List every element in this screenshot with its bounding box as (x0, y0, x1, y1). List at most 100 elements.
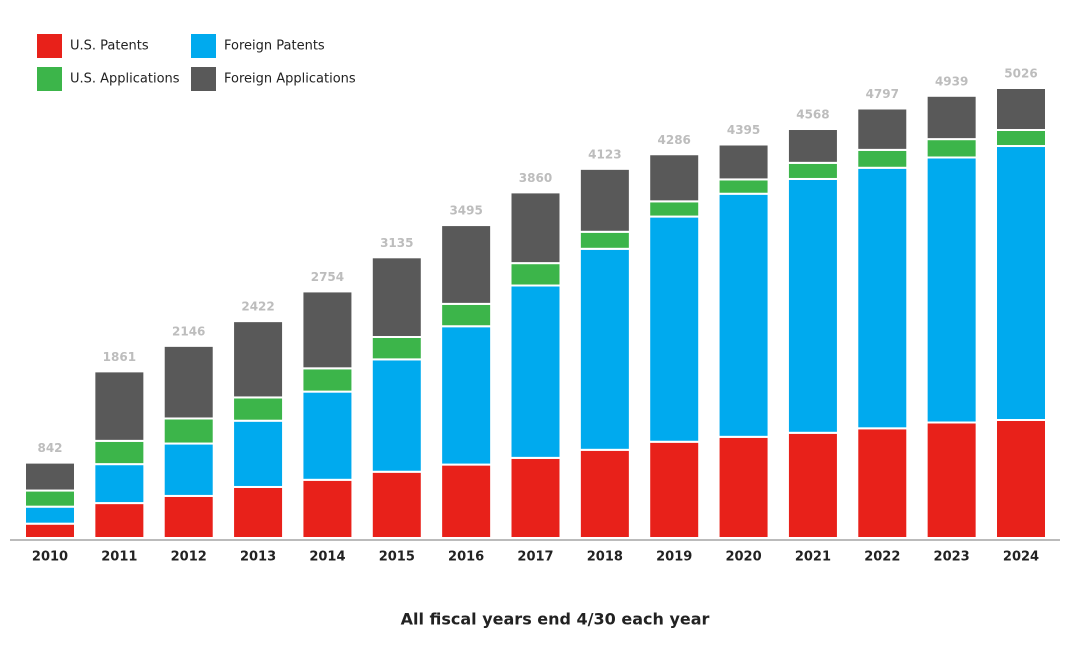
bar-segment (925, 138, 978, 159)
bar-segment (786, 177, 839, 434)
bar-segment (24, 489, 76, 508)
total-label: 4286 (658, 133, 691, 147)
bar-segment (786, 431, 839, 539)
total-label: 842 (37, 441, 62, 455)
bar-segment (648, 153, 701, 203)
bar-segment (93, 463, 146, 505)
bar-segment (162, 344, 215, 420)
x-tick-label: 2023 (934, 550, 970, 565)
x-tick-label: 2011 (101, 550, 137, 565)
bar-segment (24, 461, 76, 492)
x-tick-label: 2018 (587, 550, 623, 565)
bar-segment (24, 522, 76, 540)
bar-segment (301, 478, 354, 539)
bar-segment (509, 456, 562, 540)
legend-swatch (191, 34, 216, 58)
bar-segment (717, 143, 770, 181)
bar-segment (509, 284, 562, 459)
bar-segment (232, 320, 285, 399)
bar-segment (440, 325, 493, 466)
bar-segment (856, 148, 909, 169)
x-tick-label: 2013 (240, 550, 276, 565)
x-tick-label: 2016 (448, 550, 484, 565)
legend-swatch (37, 34, 62, 58)
bar-segment (162, 442, 215, 497)
bar-segment (440, 463, 493, 540)
bar-segment (232, 396, 285, 422)
bar-segment (578, 230, 631, 250)
bar-segment (925, 156, 978, 424)
x-tick-label: 2022 (864, 550, 900, 565)
bar-segment (925, 421, 978, 540)
total-label: 3495 (449, 204, 482, 218)
bar-segment (509, 262, 562, 287)
bar-segment (995, 128, 1047, 148)
x-tick-label: 2021 (795, 550, 831, 565)
x-tick-label: 2017 (517, 550, 553, 565)
bar-segment (578, 448, 631, 539)
bar-segment (995, 145, 1047, 421)
legend-label: Foreign Patents (224, 39, 325, 54)
total-label: 4797 (866, 87, 899, 101)
bar-segment (995, 87, 1047, 131)
total-label: 2422 (241, 300, 274, 314)
bar-segment (301, 290, 354, 370)
bar-segment (925, 94, 978, 141)
total-label: 3135 (380, 236, 413, 250)
x-tick-label: 2010 (32, 550, 68, 565)
legend-swatch (37, 67, 62, 91)
bar-segment (786, 161, 839, 180)
bar-segment (370, 358, 423, 473)
x-tick-label: 2014 (309, 550, 345, 565)
legend-label: U.S. Applications (70, 72, 180, 87)
total-label: 1861 (103, 350, 136, 364)
bar-segment (93, 370, 146, 442)
bar-segment (232, 485, 285, 540)
total-label: 2754 (311, 270, 344, 284)
bar-segment (301, 390, 354, 481)
bar-segment (370, 256, 423, 338)
total-label: 4395 (727, 123, 760, 137)
bar-segment (578, 167, 631, 233)
bar-segment (648, 215, 701, 443)
bar-segment (717, 192, 770, 438)
footnote: All fiscal years end 4/30 each year (401, 610, 710, 629)
total-label: 2146 (172, 324, 205, 338)
bar-segment (856, 166, 909, 430)
legend-swatch (191, 67, 216, 91)
x-tick-label: 2019 (656, 550, 692, 565)
bar-segment (578, 247, 631, 451)
x-tick-label: 2024 (1003, 550, 1039, 565)
total-label: 4939 (935, 74, 968, 88)
bar-segment (370, 470, 423, 540)
bar-segment (162, 417, 215, 445)
bar-segment (93, 439, 146, 466)
bar-segment (440, 302, 493, 328)
bar-segment (301, 367, 354, 393)
legend-label: Foreign Applications (224, 72, 356, 87)
total-label: 4568 (796, 108, 829, 122)
total-label: 3860 (519, 171, 552, 185)
legend-label: U.S. Patents (70, 39, 149, 54)
x-tick-label: 2020 (725, 550, 761, 565)
x-tick-label: 2012 (171, 550, 207, 565)
bar-segment (786, 128, 839, 164)
x-tick-label: 2015 (379, 550, 415, 565)
total-label: 5026 (1004, 67, 1037, 81)
bar-segment (648, 440, 701, 539)
bar-segment (856, 427, 909, 540)
bar-segment (93, 502, 146, 539)
bar-segment (440, 224, 493, 305)
bar-segment (856, 107, 909, 151)
bar-segment (717, 435, 770, 540)
bar-segment (232, 419, 285, 488)
bar-segment (648, 200, 701, 218)
total-label: 4123 (588, 147, 621, 161)
bar-segment (995, 418, 1047, 539)
bar-segment (717, 178, 770, 195)
bar-segment (370, 335, 423, 361)
bar-segment (24, 505, 76, 525)
bar-segment (509, 191, 562, 265)
bar-segment (162, 494, 215, 539)
